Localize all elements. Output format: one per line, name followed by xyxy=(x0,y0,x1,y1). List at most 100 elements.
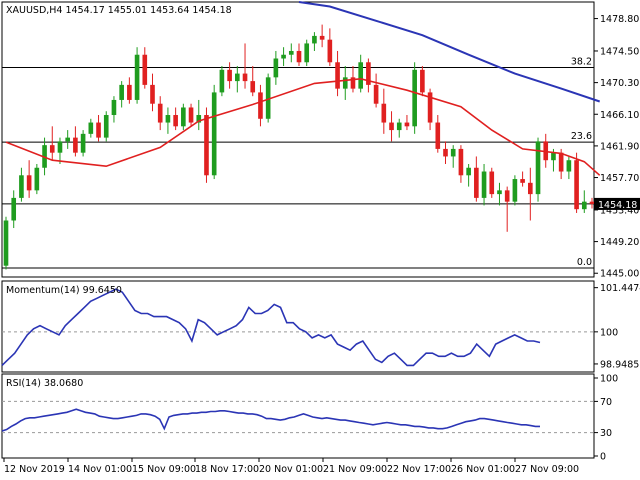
chart-header: XAUUSD,H4 1454.17 1455.01 1453.64 1454.1… xyxy=(6,5,232,16)
price-tick-label: 1466.10 xyxy=(600,110,639,121)
candle-body xyxy=(581,201,587,210)
candle-body xyxy=(235,73,240,82)
time-tick-label: 14 Nov 01:00 xyxy=(68,464,132,475)
candle-body xyxy=(535,141,541,195)
candle-body xyxy=(304,43,310,63)
candle-body xyxy=(574,160,579,210)
rsi-tick-label: 0 xyxy=(600,452,606,463)
time-tick-label: 26 Nov 01:00 xyxy=(451,464,515,475)
time-tick-label: 21 Nov 09:00 xyxy=(323,464,387,475)
candle-body xyxy=(142,54,148,85)
candle-body xyxy=(381,103,387,123)
candle-body xyxy=(481,171,487,198)
candle-body xyxy=(219,69,225,93)
rsi-panel: 100 70 30 0 RSI(14) 38.0680 xyxy=(1,373,618,463)
candle-body xyxy=(196,115,202,123)
candle-body xyxy=(288,50,294,55)
candle-body xyxy=(88,122,94,134)
momentum-tick-label: 101.4474 xyxy=(600,283,640,294)
candle-body xyxy=(458,148,464,176)
candle-body xyxy=(327,39,333,63)
candle-body xyxy=(26,175,32,191)
candle-body xyxy=(396,122,402,131)
candle-body xyxy=(134,54,140,100)
candle-body xyxy=(520,179,525,183)
momentum-panel: 101.4474 100 98.9485 Momentum(14) 99.6450 xyxy=(1,280,640,373)
candle-body xyxy=(49,145,55,153)
candle-body xyxy=(150,84,155,104)
fast-moving-average-line xyxy=(5,77,601,176)
price-frame xyxy=(1,1,595,278)
candle-body xyxy=(312,35,317,44)
slow-moving-average-line xyxy=(298,1,601,103)
candle-body xyxy=(319,35,325,40)
candle-body xyxy=(528,182,533,195)
candle-body xyxy=(427,92,433,123)
rsi-line xyxy=(1,408,540,432)
price-panel: 1478.80 1474.50 1470.30 1466.10 1461.90 1457.… xyxy=(1,1,640,280)
candle-body xyxy=(389,122,394,131)
candle-body xyxy=(551,152,556,161)
candle-body xyxy=(250,81,256,93)
candle-body xyxy=(342,77,348,89)
candle-body xyxy=(443,148,448,157)
candle-body xyxy=(119,84,124,100)
momentum-tick-label: 100 xyxy=(600,327,618,338)
candle-body xyxy=(11,197,17,221)
fib-label: 0.0 xyxy=(577,257,592,268)
candle-body xyxy=(273,58,279,78)
price-tick-label: 1478.80 xyxy=(600,14,639,25)
candle-body xyxy=(258,92,263,119)
candle-body xyxy=(34,167,40,191)
candle-body xyxy=(188,107,194,123)
candle-body xyxy=(358,62,363,89)
fib-label: 38.2 xyxy=(571,57,592,68)
candle-body xyxy=(265,77,271,119)
candle-body xyxy=(3,220,9,266)
candle-body xyxy=(296,50,302,63)
candle-body xyxy=(157,103,163,123)
time-tick-label: 15 Nov 09:00 xyxy=(132,464,196,475)
rsi-tick-label: 100 xyxy=(600,374,618,385)
time-tick-label: 22 Nov 17:00 xyxy=(387,464,451,475)
candle-body xyxy=(435,122,441,149)
candle-body xyxy=(366,62,371,85)
candle-body xyxy=(19,175,24,198)
price-tick-label: 1457.70 xyxy=(600,173,639,184)
candle-body xyxy=(173,115,178,127)
candle-body xyxy=(412,69,417,127)
candle-body xyxy=(165,115,171,123)
candle-body xyxy=(504,190,510,202)
price-tick-label: 1445.00 xyxy=(600,269,639,280)
candle-body xyxy=(512,179,518,202)
price-tick-label: 1453.40 xyxy=(600,205,639,216)
candle-body xyxy=(566,160,572,172)
candle-body xyxy=(242,73,248,82)
candle-body xyxy=(450,148,456,157)
candle-body xyxy=(489,171,495,195)
momentum-tick-label: 98.9485 xyxy=(600,359,639,370)
rsi-title: RSI(14) 38.0680 xyxy=(6,378,83,389)
last-price-box xyxy=(594,197,640,210)
candle-body xyxy=(96,122,101,138)
fib-label: 23.6 xyxy=(571,131,592,142)
candle-body xyxy=(281,54,286,59)
candle-body xyxy=(335,62,340,89)
candle-body xyxy=(181,107,186,127)
price-tick-label: 1449.20 xyxy=(600,237,639,248)
candle-body xyxy=(127,84,132,100)
candle-body xyxy=(466,167,471,176)
candle-body xyxy=(73,137,78,153)
rsi-frame xyxy=(1,373,595,459)
momentum-frame xyxy=(1,280,595,373)
candle-body xyxy=(103,115,109,138)
price-tick-label: 1470.30 xyxy=(600,78,639,89)
time-tick-label: 12 Nov 2019 xyxy=(4,464,65,475)
candle-body xyxy=(57,141,63,153)
rsi-tick-label: 30 xyxy=(600,428,612,439)
candle-body xyxy=(227,69,232,82)
candle-body xyxy=(373,84,379,104)
candle-body xyxy=(589,201,595,204)
